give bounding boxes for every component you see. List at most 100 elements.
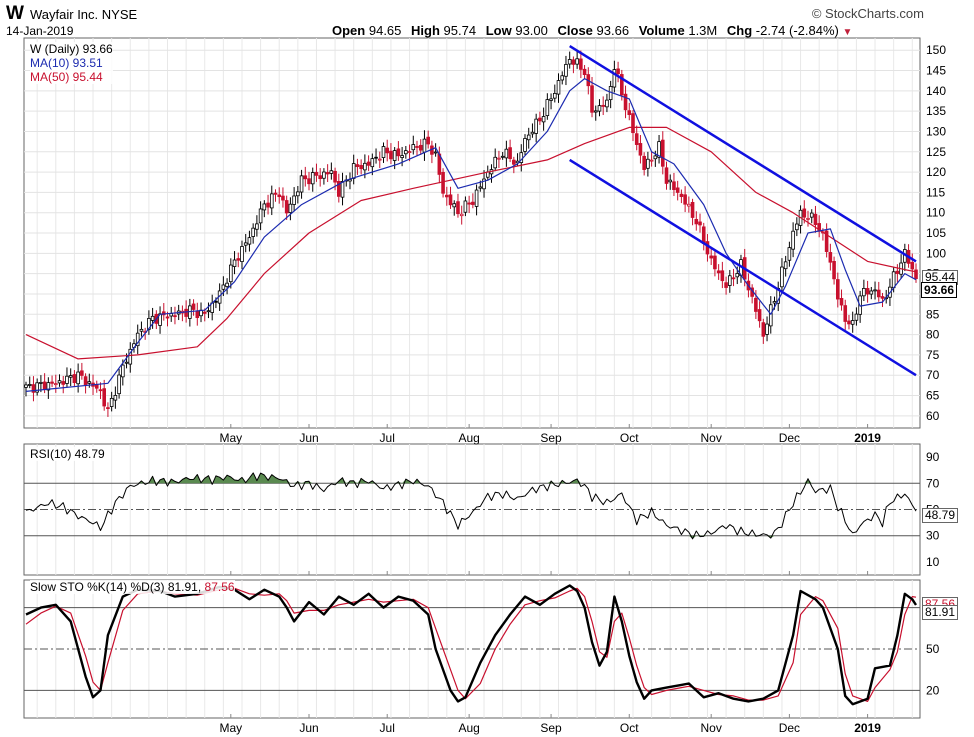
rsi-overbought-fill <box>26 472 916 484</box>
sto-x-tick-label: Nov <box>701 721 722 735</box>
candle-body <box>530 131 535 135</box>
candle-body <box>363 162 367 171</box>
candle-body <box>415 146 419 148</box>
candle-body <box>847 320 851 325</box>
candle-body <box>128 348 133 365</box>
candle-body <box>623 93 628 111</box>
sto-legend-label: Slow STO %K(14) %D(3) 81.91, <box>30 580 202 594</box>
candle-body <box>809 212 814 218</box>
candle-body <box>914 269 918 280</box>
candle-body <box>206 310 211 313</box>
ma50-line <box>25 126 917 360</box>
price-y-tick-label: 80 <box>926 328 940 342</box>
close-label: Close <box>557 23 593 38</box>
candle-body <box>795 223 799 231</box>
price-x-tick-label: May <box>219 431 242 445</box>
candle-body <box>556 80 561 95</box>
chart-date: 14-Jan-2019 <box>6 24 74 38</box>
price-x-tick-label: Sep <box>540 431 562 445</box>
candle-body <box>329 170 334 174</box>
candle-body <box>605 99 609 108</box>
rsi-y-tick-label: 10 <box>926 555 940 569</box>
open-value: 94.65 <box>368 23 402 38</box>
candle-body <box>590 85 594 113</box>
candle-body <box>400 155 404 158</box>
candle-body <box>247 237 252 245</box>
candle-body <box>337 181 341 197</box>
price-y-tick-label: 65 <box>926 389 940 403</box>
candle-body <box>322 171 326 179</box>
candle-body <box>355 164 360 167</box>
price-y-tick-label: 115 <box>926 185 945 199</box>
candle-body <box>541 116 546 123</box>
candle-body <box>724 282 728 288</box>
candle-body <box>698 221 702 226</box>
candle-body <box>27 384 32 386</box>
price-y-tick-label: 100 <box>926 246 946 260</box>
credit-link[interactable]: © StockCharts.com <box>811 6 924 21</box>
candle-body <box>895 270 900 274</box>
candle-body <box>668 179 673 183</box>
rsi-legend-label: RSI(10) 48.79 <box>30 447 105 461</box>
candle-body <box>173 315 177 318</box>
candle-body <box>426 136 430 145</box>
candle-body <box>757 309 762 322</box>
sto-x-tick-label: Aug <box>458 721 479 735</box>
candle-body <box>564 64 568 77</box>
candle-body <box>631 113 635 134</box>
candle-body <box>512 159 516 165</box>
channel-lower-trendline <box>569 158 917 377</box>
candle-body <box>571 59 576 65</box>
candle-body <box>772 301 777 304</box>
candle-body <box>497 157 501 160</box>
candle-body <box>716 270 721 274</box>
candle-body <box>277 194 282 198</box>
price-x-tick-label: Dec <box>779 431 800 445</box>
close-value: 93.66 <box>596 23 630 38</box>
candle-body <box>735 273 740 278</box>
candle-body <box>165 316 170 319</box>
close-value-badge: 93.66 <box>921 282 958 298</box>
candle-body <box>288 203 293 214</box>
sto-y-tick-label: 50 <box>926 642 940 656</box>
candle-body <box>404 150 408 155</box>
candle-body <box>620 74 624 96</box>
candle-body <box>102 388 107 407</box>
candle-body <box>57 380 62 384</box>
candle-body <box>121 364 125 378</box>
high-value: 95.74 <box>443 23 477 38</box>
sto-x-tick-label: 2019 <box>854 721 881 735</box>
candle-body <box>422 138 427 153</box>
candle-body <box>448 194 453 206</box>
candle-body <box>284 200 289 214</box>
candle-body <box>687 203 691 207</box>
price-legend-label: W (Daily) 93.66 <box>30 42 113 56</box>
candle-body <box>392 150 397 161</box>
candle-body <box>474 189 479 207</box>
candle-body <box>98 389 103 392</box>
price-y-tick-label: 125 <box>926 145 946 159</box>
price-y-tick-label: 140 <box>926 84 946 98</box>
candle-body <box>113 395 118 401</box>
ticker-symbol: W <box>6 3 24 24</box>
price-y-tick-label: 130 <box>926 124 946 138</box>
candle-body <box>754 297 758 312</box>
candle-body <box>627 110 632 115</box>
candle-body <box>135 332 140 347</box>
candle-body <box>385 147 390 154</box>
candle-body <box>296 191 300 197</box>
candle-body <box>396 148 401 157</box>
candle-body <box>366 161 371 166</box>
candle-body <box>482 178 486 190</box>
candle-body <box>24 384 28 388</box>
candle-body <box>534 118 538 134</box>
price-x-tick-label: 2019 <box>854 431 881 445</box>
candle-body <box>225 282 229 287</box>
candle-body <box>575 58 579 65</box>
candle-body <box>46 382 51 391</box>
candle-body <box>83 376 88 386</box>
candle-body <box>292 195 296 205</box>
candle-body <box>117 374 121 395</box>
candle-body <box>262 203 267 211</box>
candle-body <box>370 158 375 168</box>
